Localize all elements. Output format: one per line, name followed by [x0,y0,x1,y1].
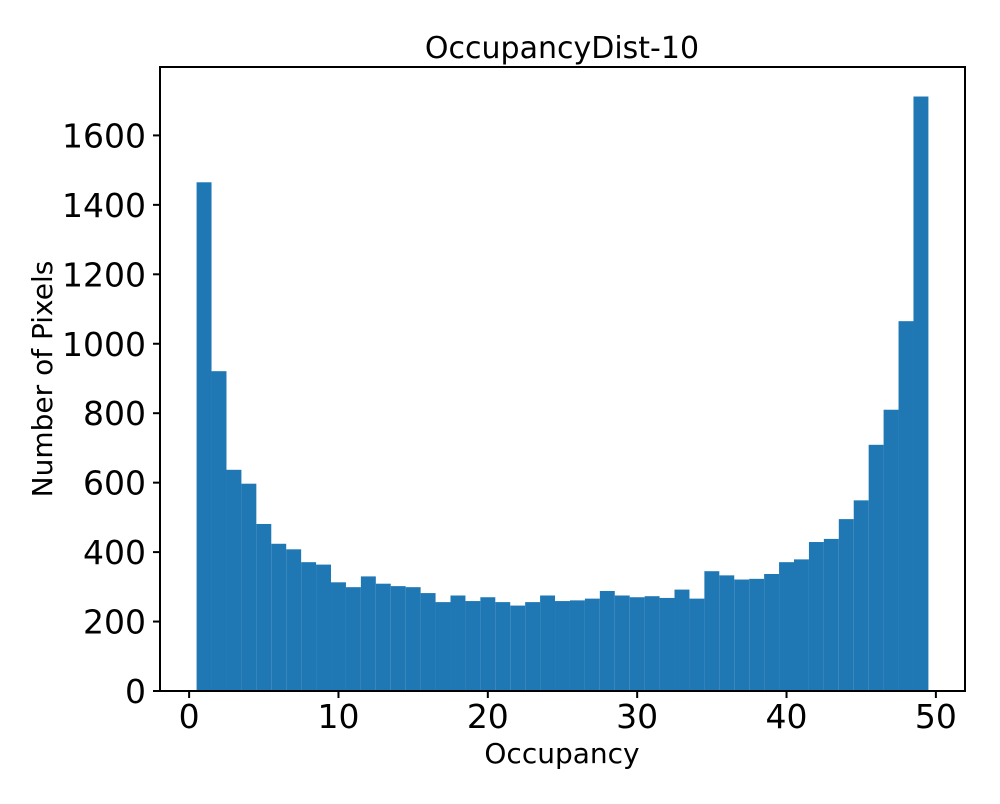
axes-spines [159,66,966,692]
histogram-bar [913,96,929,691]
histogram-bar [764,573,780,691]
histogram-bar [659,597,675,691]
histogram-bar [868,444,884,691]
histogram-bar [420,593,436,691]
y-axis-ticks: 0 200 400 600 800 1000 1200 1400 1600 [62,116,160,711]
y-tick-label: 400 [83,533,146,572]
y-tick-label: 800 [83,394,146,433]
histogram-bar [435,602,451,691]
histogram-bar [853,500,869,691]
y-tick-label: 200 [83,603,146,642]
histogram-bar [614,595,630,691]
histogram-bar [196,182,212,692]
y-tick-label: 1200 [62,255,146,294]
histogram-bar [838,519,854,691]
histogram-bar [540,595,556,691]
histogram-bar [495,602,511,691]
histogram-bar [584,598,600,691]
histogram-bar [555,601,570,691]
histogram-bar [749,578,765,691]
histogram-bar [465,601,481,691]
histogram-bar [256,523,272,691]
y-tick-label: 1400 [62,186,146,225]
histogram-bar [375,583,391,691]
histogram-bar [286,549,302,691]
histogram-bar [211,371,227,691]
y-tick-label: 600 [83,464,146,503]
histogram-bar [793,559,809,691]
histogram-bar [898,321,914,691]
histogram-bar [331,582,346,691]
histogram-bar [599,590,615,691]
histogram-bar [226,469,242,691]
histogram-bar [241,483,257,691]
x-tick-label: 40 [766,697,808,736]
x-tick-label: 0 [179,697,200,736]
histogram-bar [405,587,421,691]
histogram-bar [674,589,690,691]
y-tick-label: 1000 [62,325,146,364]
histogram-bar [883,409,899,691]
histogram-bars [196,96,929,692]
histogram-bar [734,579,750,691]
histogram-bar [823,538,839,691]
histogram-bar [360,576,376,691]
histogram-bar [704,571,720,691]
histogram-bar [301,562,317,691]
y-axis-label: Number of Pixels [26,261,59,498]
histogram-bar [510,605,526,691]
histogram-bar [316,564,332,691]
x-tick-label: 30 [616,697,658,736]
histogram-bar [779,562,794,691]
x-tick-label: 50 [915,697,957,736]
histogram-bar [345,587,361,691]
x-tick-label: 20 [467,697,509,736]
y-tick-label: 1600 [62,116,146,155]
histogram-bar [390,586,406,691]
histogram-bar [689,598,705,691]
histogram-bar [450,595,466,691]
y-tick-label: 0 [125,672,146,711]
histogram-bar [629,597,645,691]
histogram-bar [808,542,824,691]
histogram-bar [719,575,735,691]
histogram-bar [569,600,585,691]
histogram-bar [271,543,287,691]
histogram-bar [644,596,660,691]
x-tick-label: 10 [317,697,359,736]
histogram-bar [480,597,496,691]
x-axis-label: Occupancy [484,737,639,770]
chart-title: OccupancyDist-10 [425,31,699,66]
histogram-bar [525,602,541,691]
x-axis-ticks: 0 10 20 30 40 50 [179,691,957,736]
